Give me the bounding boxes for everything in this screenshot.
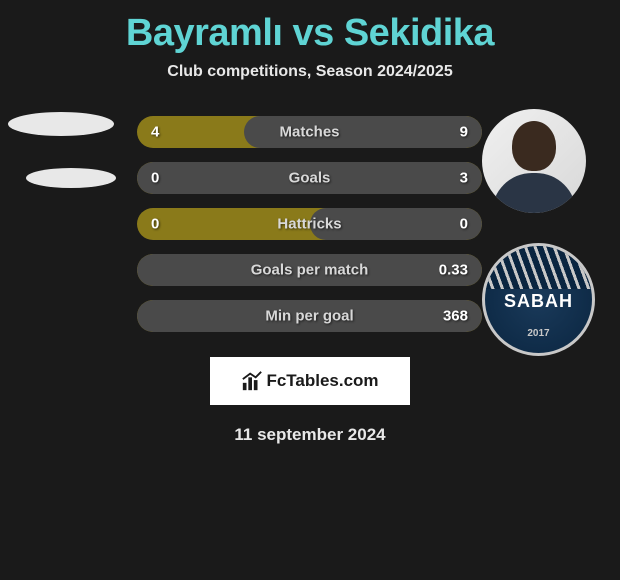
stat-value-right: 9 [460, 124, 468, 141]
stat-label: Hattricks [277, 216, 341, 233]
stat-value-left: 0 [151, 216, 159, 233]
brand-logo-icon [241, 370, 263, 392]
club-badge: SABAH 2017 [482, 243, 595, 356]
stat-value-right: 3 [460, 170, 468, 187]
stat-bar: 4 Matches 9 [137, 116, 482, 148]
player-photo [482, 109, 586, 213]
stat-label: Matches [279, 124, 339, 141]
stat-bar: 0 Hattricks 0 [137, 208, 482, 240]
branding-box: FcTables.com [210, 357, 410, 405]
player-head-silhouette [512, 121, 556, 171]
ellipse-shape-2 [26, 168, 116, 188]
stat-label: Goals per match [251, 262, 369, 279]
stat-value-right: 0 [460, 216, 468, 233]
badge-text: SABAH [485, 291, 592, 312]
stat-value-right: 0.33 [439, 262, 468, 279]
date-text: 11 september 2024 [0, 425, 620, 445]
left-player-placeholder [8, 112, 116, 188]
player-body-silhouette [492, 173, 576, 213]
brand-text: FcTables.com [266, 371, 378, 391]
stat-value-left: 0 [151, 170, 159, 187]
content-area: SABAH 2017 4Matches90Goals30Hattricks0Go… [0, 116, 620, 332]
badge-stripes [485, 246, 592, 289]
comparison-title: Bayramlı vs Sekidika [0, 0, 620, 55]
ellipse-shape-1 [8, 112, 114, 136]
season-subtitle: Club competitions, Season 2024/2025 [0, 63, 620, 81]
stat-bars-container: 4 Matches 9 0 Goals 3 0 Hattricks 0 Goals per mat… [137, 116, 482, 332]
stat-bar: Goals per match 0.33 [137, 254, 482, 286]
stat-bar: Min per goal 368 [137, 300, 482, 332]
badge-year: 2017 [485, 328, 592, 339]
stat-label: Min per goal [265, 308, 353, 325]
stat-value-right: 368 [443, 308, 468, 325]
stat-bar: 0 Goals 3 [137, 162, 482, 194]
stat-value-left: 4 [151, 124, 159, 141]
stat-label: Goals [289, 170, 331, 187]
right-images-column: SABAH 2017 [482, 109, 595, 356]
